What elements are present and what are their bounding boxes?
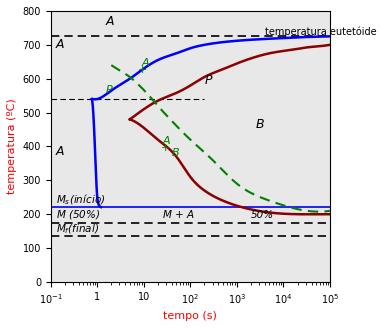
X-axis label: tempo (s): tempo (s): [163, 311, 217, 321]
Text: 50%: 50%: [251, 210, 274, 220]
Text: +: +: [161, 143, 170, 153]
Text: temperatura eutetóide: temperatura eutetóide: [265, 27, 377, 37]
Text: $M$ + A: $M$ + A: [162, 208, 195, 220]
Text: A: A: [142, 58, 149, 68]
Text: A: A: [56, 145, 65, 158]
Text: A: A: [106, 15, 114, 28]
Text: $M$ (50%): $M$ (50%): [56, 208, 100, 221]
Text: A: A: [162, 136, 170, 146]
Text: $M_\mathregular{s}$(início): $M_\mathregular{s}$(início): [56, 192, 105, 207]
Text: P: P: [106, 85, 112, 95]
Text: P: P: [204, 74, 212, 87]
Text: $M_{f}$(final): $M_{f}$(final): [56, 222, 99, 236]
Text: +: +: [138, 65, 147, 75]
Text: B: B: [255, 118, 264, 131]
Text: A: A: [56, 38, 65, 51]
Y-axis label: temperatura (ºC): temperatura (ºC): [7, 99, 17, 194]
Text: B: B: [172, 148, 179, 158]
